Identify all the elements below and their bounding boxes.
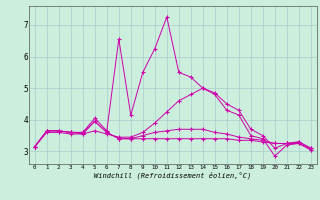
- X-axis label: Windchill (Refroidissement éolien,°C): Windchill (Refroidissement éolien,°C): [94, 171, 252, 179]
